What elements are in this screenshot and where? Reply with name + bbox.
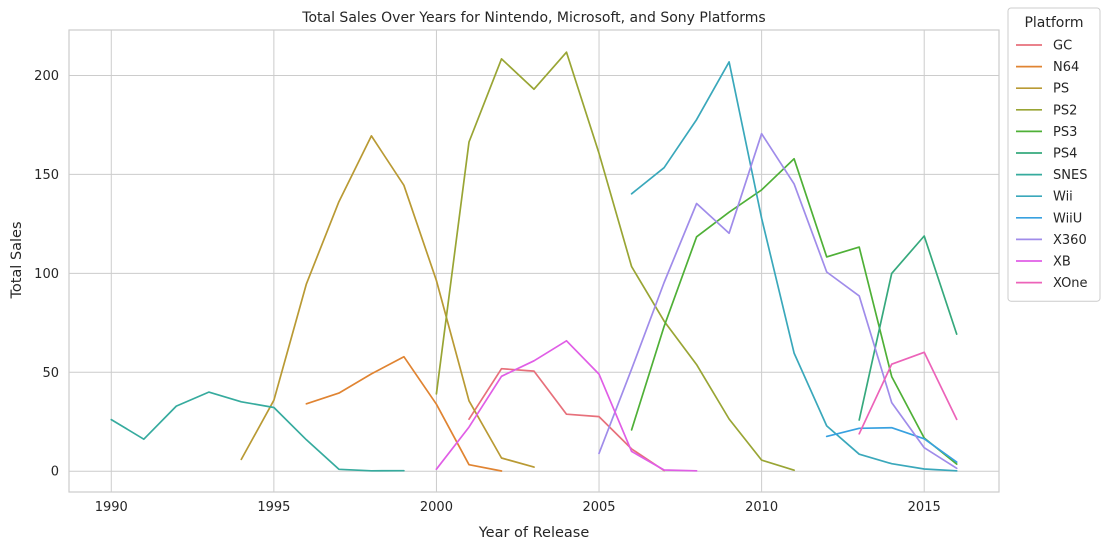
legend-entry-wiiu: WiiU	[1053, 211, 1082, 226]
series-line-n64	[305, 355, 503, 472]
legend-box	[1007, 7, 1101, 302]
y-tick-label: 50	[42, 366, 59, 381]
series-line-wii	[630, 61, 958, 472]
series-line-ps2	[435, 51, 795, 472]
series-line-ps	[240, 135, 535, 468]
series-line-snes	[110, 391, 405, 472]
series-line-gc	[468, 367, 665, 472]
legend-entry-xone: XOne	[1053, 276, 1088, 291]
legend-entry-n64: N64	[1053, 60, 1079, 75]
y-tick-label: 0	[51, 465, 59, 480]
series-line-x360	[598, 132, 958, 470]
legend-entry-ps: PS	[1053, 82, 1069, 97]
series-line-wiiu	[825, 426, 958, 463]
legend-entry-snes: SNES	[1053, 168, 1087, 183]
x-tick-label: 1995	[257, 500, 290, 515]
grid-lines	[69, 30, 999, 492]
x-tick-label: 1990	[95, 500, 128, 515]
y-tick-label: 150	[34, 168, 59, 183]
series-line-ps4	[858, 235, 958, 421]
y-axis-ticks: 0 50 100 150 200	[34, 69, 59, 480]
series-line-ps3	[630, 157, 958, 465]
legend-title: Platform	[1024, 15, 1083, 31]
x-tick-label: 2010	[745, 500, 778, 515]
plot-frame	[68, 29, 1000, 493]
legend-entry-gc: GC	[1053, 39, 1072, 54]
x-axis-ticks: 1990 1995 2000 2005 2010 2015	[95, 500, 941, 515]
chart-title: Total Sales Over Years for Nintendo, Mic…	[301, 10, 765, 26]
y-axis-label: Total Sales	[9, 221, 25, 299]
x-tick-label: 2000	[420, 500, 453, 515]
legend-entry-ps2: PS2	[1053, 103, 1077, 118]
legend-entry-ps4: PS4	[1053, 147, 1077, 162]
x-axis-label: Year of Release	[478, 525, 590, 541]
legend-entry-xb: XB	[1053, 255, 1071, 270]
legend-entry-ps3: PS3	[1053, 125, 1077, 140]
legend: Platform GC N64 PS PS2 PS3 PS4 SNES Wii WiiU X360 X…	[1007, 7, 1101, 302]
series-line-xb	[435, 339, 698, 472]
y-tick-label: 100	[34, 267, 59, 282]
series-lines	[110, 51, 958, 472]
x-tick-label: 2015	[908, 500, 941, 515]
legend-entry-wii: Wii	[1053, 190, 1073, 205]
y-tick-label: 200	[34, 69, 59, 84]
series-line-xone	[858, 351, 958, 435]
x-tick-label: 2005	[582, 500, 615, 515]
legend-entry-x360: X360	[1053, 233, 1087, 248]
